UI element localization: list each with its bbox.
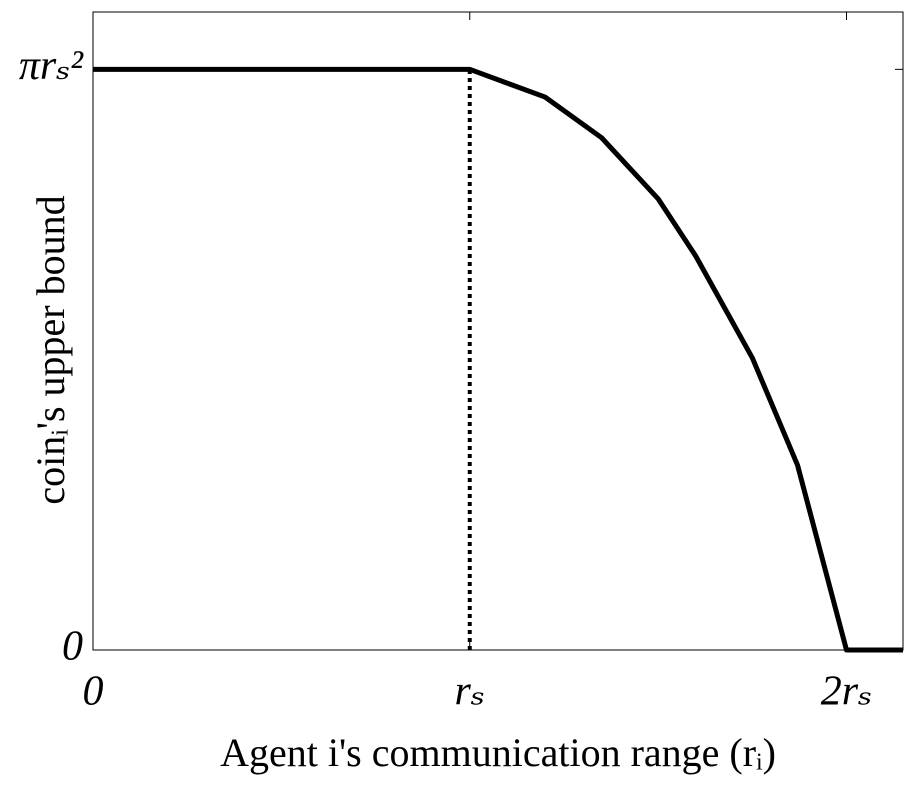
x-tick-label: rₛ xyxy=(454,669,485,715)
y-tick-label: πrₛ² xyxy=(19,43,85,89)
x-tick-label: 2rₛ xyxy=(821,669,873,715)
y-axis-label: coinᵢ's upper bound xyxy=(28,195,73,504)
x-tick-label: 0 xyxy=(83,669,104,715)
data-line xyxy=(93,66,903,653)
plot-frame xyxy=(92,11,904,651)
x-axis-label: Agent i's communication range (rᵢ) xyxy=(220,730,776,775)
y-tick-label: 0 xyxy=(62,624,83,670)
